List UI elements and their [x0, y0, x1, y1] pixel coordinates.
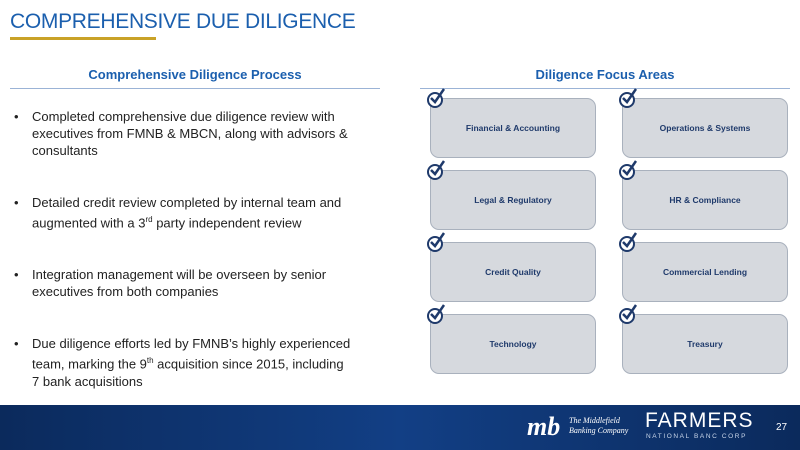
check-circle-icon [619, 304, 638, 324]
list-item: Completed comprehensive due diligence re… [14, 108, 354, 159]
check-circle-icon [427, 88, 446, 108]
list-item: Detailed credit review completed by inte… [14, 194, 354, 231]
check-circle-icon [427, 304, 446, 324]
check-circle-icon [619, 232, 638, 252]
focus-area-box: Operations & Systems [622, 98, 788, 158]
middlefield-logo-text: The Middlefield Banking Company [569, 416, 629, 435]
title-underline [10, 37, 156, 40]
footer-bar [0, 405, 800, 450]
check-circle-icon [427, 160, 446, 180]
focus-area-box: Credit Quality [430, 242, 596, 302]
focus-area-box: Commercial Lending [622, 242, 788, 302]
focus-area-box: Technology [430, 314, 596, 374]
farmers-logo-subtitle: NATIONAL BANC CORP [646, 433, 748, 440]
focus-area-box: Treasury [622, 314, 788, 374]
right-heading: Diligence Focus Areas [420, 67, 790, 89]
focus-area-box: HR & Compliance [622, 170, 788, 230]
list-item: Integration management will be overseen … [14, 266, 354, 300]
farmers-logo: FARMERS [645, 409, 754, 432]
check-circle-icon [619, 88, 638, 108]
left-heading: Comprehensive Diligence Process [10, 67, 380, 89]
process-list: Completed comprehensive due diligence re… [14, 108, 354, 425]
check-circle-icon [427, 232, 446, 252]
focus-area-box: Legal & Regulatory [430, 170, 596, 230]
page-title: COMPREHENSIVE DUE DILIGENCE [10, 10, 356, 33]
middlefield-logo: mb [527, 412, 561, 441]
focus-area-box: Financial & Accounting [430, 98, 596, 158]
check-circle-icon [619, 160, 638, 180]
list-item: Due diligence efforts led by FMNB’s high… [14, 335, 354, 389]
page-number: 27 [776, 422, 788, 433]
